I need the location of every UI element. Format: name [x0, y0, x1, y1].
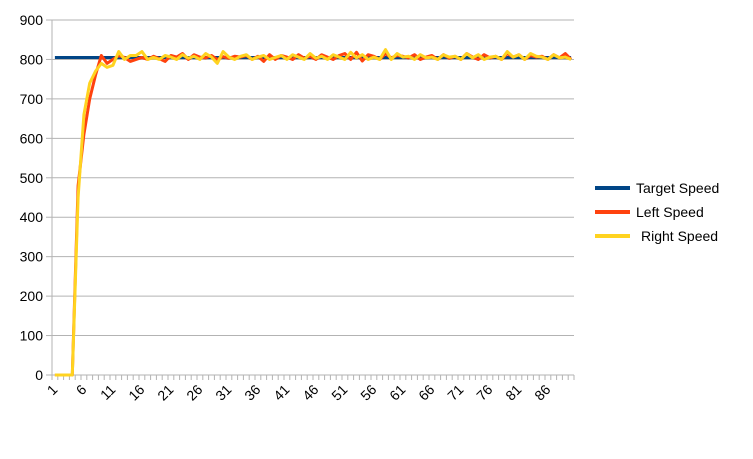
- series-line-right-speed: [54, 48, 572, 377]
- x-tick-label-31: 31: [212, 381, 234, 403]
- x-tick-label-41: 41: [270, 381, 292, 403]
- y-tick-label-500: 500: [20, 170, 44, 186]
- x-tick-label-6: 6: [73, 381, 90, 398]
- x-tick-label-1: 1: [44, 381, 61, 398]
- y-gridlines: [46, 19, 574, 376]
- y-tick-label-800: 800: [20, 51, 44, 67]
- y-tick-label-300: 300: [20, 249, 44, 265]
- legend-label-left-speed: Left Speed: [636, 204, 704, 220]
- legend: Target Speed Left Speed Right Speed: [595, 180, 719, 244]
- y-tick-label-400: 400: [20, 209, 44, 225]
- legend-label-target-speed: Target Speed: [636, 180, 719, 196]
- x-tick-label-66: 66: [415, 381, 437, 403]
- series-line-left-speed: [54, 50, 573, 377]
- y-tick-label-100: 100: [20, 328, 44, 344]
- x-tick-label-61: 61: [386, 381, 408, 403]
- y-tick-label-600: 600: [20, 130, 44, 146]
- x-tick-label-71: 71: [444, 381, 466, 403]
- x-tick-label-76: 76: [473, 381, 495, 403]
- x-tick-label-81: 81: [502, 381, 524, 403]
- y-tick-label-0: 0: [35, 367, 43, 383]
- x-tick-label-46: 46: [299, 381, 321, 403]
- axes: [51, 20, 575, 380]
- x-tick-label-56: 56: [357, 381, 379, 403]
- x-tick-label-26: 26: [183, 381, 205, 403]
- legend-label-right-speed: Right Speed: [641, 228, 718, 244]
- x-tick-label-36: 36: [241, 381, 263, 403]
- x-tick-label-21: 21: [154, 381, 176, 403]
- y-tick-label-700: 700: [20, 91, 44, 107]
- series-lines: [54, 48, 573, 377]
- y-tick-label-900: 900: [20, 12, 44, 28]
- x-tick-label-86: 86: [531, 381, 553, 403]
- y-axis-tick-labels: 0 100 200 300 400 500 600 700 800 900: [20, 12, 44, 383]
- y-tick-label-200: 200: [20, 288, 44, 304]
- x-axis-tick-labels: 1 6 11 16 21 26 31 36 41 46 51 56 61 66 71 76 81 86: [44, 381, 554, 403]
- x-tick-label-16: 16: [125, 381, 147, 403]
- x-tick-label-51: 51: [328, 381, 350, 403]
- x-tick-label-11: 11: [97, 381, 119, 403]
